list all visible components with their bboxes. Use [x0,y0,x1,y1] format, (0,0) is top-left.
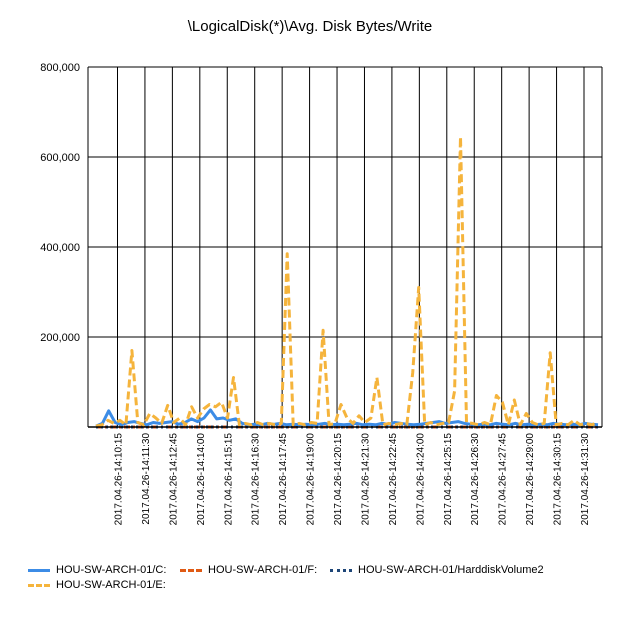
legend-swatch-harddiskvolume2 [330,568,352,572]
y-tick-label: 800,000 [40,62,80,74]
legend-swatch-f [180,568,202,572]
x-tick-label: 2017.04.26-14:27:45 [498,433,509,526]
legend-swatch-e [28,583,50,587]
legend-swatch-c [28,568,50,572]
x-tick-label: 2017.04.26-14:16:30 [251,433,262,526]
y-tick-label: 200,000 [40,332,80,344]
y-tick-label: 400,000 [40,242,80,254]
legend-label-e: HOU-SW-ARCH-01/E: [56,579,166,591]
series-line-hou-sw-arch-01-e [95,135,599,428]
legend-label-f: HOU-SW-ARCH-01/F: [208,564,318,576]
legend-item-harddiskvolume2: HOU-SW-ARCH-01/HarddiskVolume2 [330,564,544,576]
chart-title: \LogicalDisk(*)\Avg. Disk Bytes/Write [187,18,433,35]
axes [87,67,603,428]
series-line-hou-sw-arch-01-c [95,408,599,428]
line-chart: 200,000 400,000 600,000 800,000 2017.04.26-… [40,62,603,526]
y-tick-label: 600,000 [40,152,80,164]
legend-item-e: HOU-SW-ARCH-01/E: [28,579,166,591]
x-tick-label: 2017.04.26-14:26:30 [470,433,481,526]
x-tick-label: 2017.04.26-14:10:15 [114,433,125,526]
grid-lines [88,66,602,428]
x-tick-label: 2017.04.26-14:30:15 [553,433,564,526]
x-tick-labels: 2017.04.26-14:10:15 2017.04.26-14:11:30 20… [114,433,592,526]
series-lines [95,135,599,429]
legend-item-c: HOU-SW-ARCH-01/C: [28,564,166,576]
x-tick-label: 2017.04.26-14:21:30 [360,433,371,526]
x-tick-label: 2017.04.26-14:11:30 [141,433,152,525]
x-tick-label: 2017.04.26-14:29:00 [525,433,536,526]
legend-label-c: HOU-SW-ARCH-01/C: [56,564,167,576]
x-tick-label: 2017.04.26-14:17:45 [278,433,289,526]
x-tick-label: 2017.04.26-14:22:45 [388,433,399,526]
y-tick-labels: 200,000 400,000 600,000 800,000 [40,62,80,344]
legend-label-harddiskvolume2: HOU-SW-ARCH-01/HarddiskVolume2 [358,564,544,576]
x-tick-label: 2017.04.26-14:31:30 [580,433,591,526]
x-tick-label: 2017.04.26-14:15:15 [223,433,234,526]
legend-item-f: HOU-SW-ARCH-01/F: [180,564,317,576]
x-tick-label: 2017.04.26-14:25:15 [443,433,454,526]
x-tick-label: 2017.04.26-14:20:15 [333,433,344,526]
x-tick-label: 2017.04.26-14:24:00 [415,433,426,526]
x-tick-label: 2017.04.26-14:14:00 [196,433,207,526]
x-tick-label: 2017.04.26-14:19:00 [306,433,317,526]
x-tick-label: 2017.04.26-14:12:45 [168,433,179,526]
